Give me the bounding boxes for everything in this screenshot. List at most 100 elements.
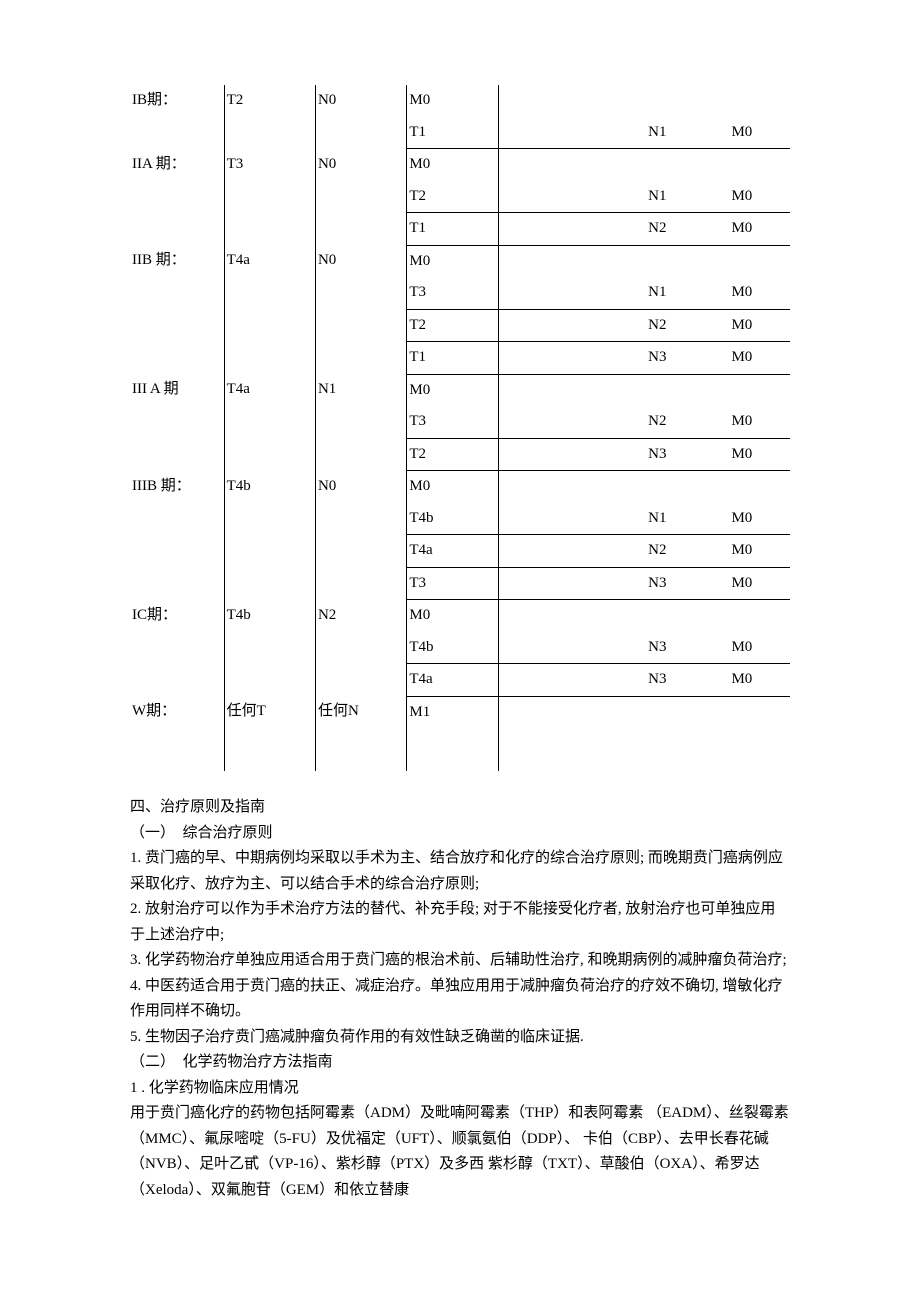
cell-c7: M0 bbox=[729, 503, 790, 535]
cell-c2: T4b bbox=[224, 600, 315, 632]
cell-c1: IIB 期： bbox=[130, 245, 224, 277]
cell-c7: M0 bbox=[729, 342, 790, 375]
cell-c1 bbox=[130, 535, 224, 568]
cell-c3 bbox=[315, 503, 406, 535]
cell-c5 bbox=[498, 600, 646, 632]
table-row: T4bN3M0 bbox=[130, 632, 790, 664]
cell-c2 bbox=[224, 664, 315, 697]
cell-c1 bbox=[130, 277, 224, 309]
paragraph: 5. 生物因子治疗贲门癌减肿瘤负荷作用的有效性缺乏确凿的临床证据. bbox=[130, 1025, 790, 1051]
paragraph: 用于贲门癌化疗的药物包括阿霉素（ADM）及毗喃阿霉素（THP）和表阿霉素 （EA… bbox=[130, 1101, 790, 1203]
paragraph: （一） 综合治疗原则 bbox=[130, 821, 790, 847]
cell-c3 bbox=[315, 567, 406, 600]
cell-c3 bbox=[315, 406, 406, 438]
cell-c7: M0 bbox=[729, 438, 790, 471]
cell-c5 bbox=[498, 85, 646, 117]
paragraph: （二） 化学药物治疗方法指南 bbox=[130, 1050, 790, 1076]
cell-c2: T2 bbox=[224, 85, 315, 117]
cell-c4: T4b bbox=[407, 503, 498, 535]
cell-c1: IIA 期： bbox=[130, 149, 224, 181]
cell-c5 bbox=[498, 696, 646, 771]
cell-c7: M0 bbox=[729, 213, 790, 246]
cell-c4: M0 bbox=[407, 149, 498, 181]
cell-c6: N2 bbox=[646, 309, 729, 342]
cell-c1: IIIB 期： bbox=[130, 471, 224, 503]
cell-c6: N3 bbox=[646, 438, 729, 471]
cell-c4: M0 bbox=[407, 374, 498, 406]
cell-c7 bbox=[729, 85, 790, 117]
cell-c1: III A 期 bbox=[130, 374, 224, 406]
cell-c2 bbox=[224, 117, 315, 149]
cell-c4: M0 bbox=[407, 471, 498, 503]
cell-c5 bbox=[498, 664, 646, 697]
cell-c2: 任何T bbox=[224, 696, 315, 771]
table-row: W期：任何T任何NM1 bbox=[130, 696, 790, 771]
cell-c3 bbox=[315, 117, 406, 149]
cell-c6: N2 bbox=[646, 406, 729, 438]
cell-c5 bbox=[498, 309, 646, 342]
cell-c7 bbox=[729, 471, 790, 503]
cell-c4: M0 bbox=[407, 245, 498, 277]
cell-c1 bbox=[130, 181, 224, 213]
cell-c4: T4b bbox=[407, 632, 498, 664]
cell-c2 bbox=[224, 438, 315, 471]
cell-c4: T2 bbox=[407, 181, 498, 213]
table-row: T3N1M0 bbox=[130, 277, 790, 309]
cell-c3 bbox=[315, 277, 406, 309]
cell-c4: T1 bbox=[407, 117, 498, 149]
table-row: III A 期T4aN1M0 bbox=[130, 374, 790, 406]
cell-c5 bbox=[498, 245, 646, 277]
cell-c4: T3 bbox=[407, 567, 498, 600]
cell-c2 bbox=[224, 632, 315, 664]
cell-c3 bbox=[315, 438, 406, 471]
cell-c5 bbox=[498, 277, 646, 309]
table-row: T1N3M0 bbox=[130, 342, 790, 375]
cell-c7 bbox=[729, 149, 790, 181]
cell-c1 bbox=[130, 664, 224, 697]
table-row: T2 N2M0 bbox=[130, 309, 790, 342]
cell-c3 bbox=[315, 309, 406, 342]
cell-c5 bbox=[498, 535, 646, 568]
cell-c4: T2 bbox=[407, 309, 498, 342]
cell-c2 bbox=[224, 277, 315, 309]
cell-c3 bbox=[315, 181, 406, 213]
cell-c7: M0 bbox=[729, 309, 790, 342]
cell-c1 bbox=[130, 342, 224, 375]
table-row: T3N3M0 bbox=[130, 567, 790, 600]
cell-c6: N2 bbox=[646, 535, 729, 568]
cell-c4: M0 bbox=[407, 85, 498, 117]
cell-c3: N0 bbox=[315, 471, 406, 503]
cell-c2: T3 bbox=[224, 149, 315, 181]
cell-c7 bbox=[729, 374, 790, 406]
cell-c5 bbox=[498, 406, 646, 438]
cell-c7: M0 bbox=[729, 535, 790, 568]
cell-c6: N3 bbox=[646, 632, 729, 664]
cell-c2 bbox=[224, 535, 315, 568]
cell-c7 bbox=[729, 696, 790, 771]
table-row: IIB 期：T4aN0M0 bbox=[130, 245, 790, 277]
cell-c4: T1 bbox=[407, 342, 498, 375]
cell-c6: N1 bbox=[646, 503, 729, 535]
paragraph: 3. 化学药物治疗单独应用适合用于贲门癌的根治术前、后辅助性治疗, 和晚期病例的… bbox=[130, 948, 790, 974]
paragraph: 4. 中医药适合用于贲门癌的扶正、减症治疗。单独应用用于减肿瘤负荷治疗的疗效不确… bbox=[130, 974, 790, 1025]
cell-c3 bbox=[315, 664, 406, 697]
cell-c4: T4a bbox=[407, 535, 498, 568]
cell-c5 bbox=[498, 342, 646, 375]
cell-c7: M0 bbox=[729, 277, 790, 309]
cell-c7: M0 bbox=[729, 664, 790, 697]
cell-c1 bbox=[130, 567, 224, 600]
cell-c2 bbox=[224, 342, 315, 375]
cell-c5 bbox=[498, 117, 646, 149]
cell-c3 bbox=[315, 535, 406, 568]
cell-c1: IB期： bbox=[130, 85, 224, 117]
cell-c7: M0 bbox=[729, 567, 790, 600]
staging-table: IB期：T2N0M0T1N1M0IIA 期：T3N0M0T2N1M0T1N2M0… bbox=[130, 85, 790, 771]
cell-c1 bbox=[130, 213, 224, 246]
cell-c3: N0 bbox=[315, 85, 406, 117]
table-row: T2N1M0 bbox=[130, 181, 790, 213]
cell-c6 bbox=[646, 600, 729, 632]
table-row: T1N1M0 bbox=[130, 117, 790, 149]
cell-c4: T2 bbox=[407, 438, 498, 471]
cell-c4: M1 bbox=[407, 696, 498, 771]
cell-c6: N1 bbox=[646, 181, 729, 213]
